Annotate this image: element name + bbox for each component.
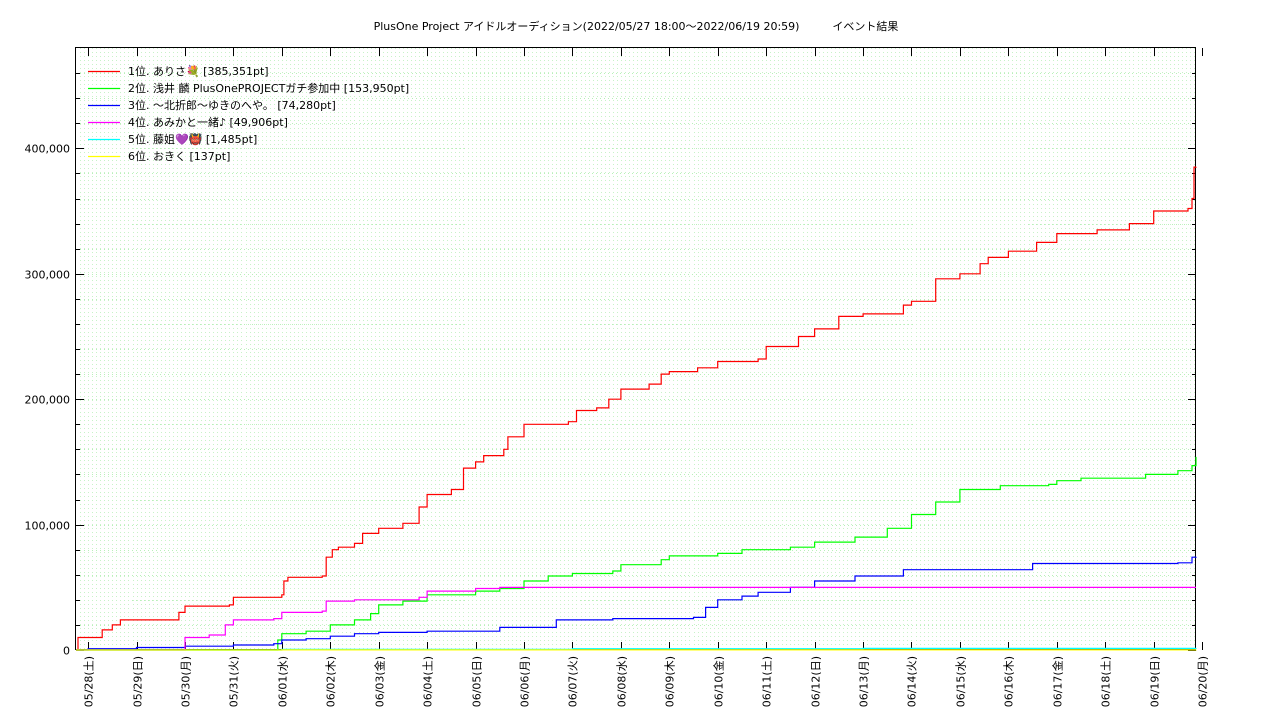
series-layer xyxy=(76,166,1197,651)
x-tick-label: 06/18(土) xyxy=(1100,656,1113,707)
series-line xyxy=(76,556,1197,651)
x-tick-label: 05/30(月) xyxy=(180,656,193,707)
series-line xyxy=(76,586,1196,651)
x-tick-label: 06/10(金) xyxy=(712,656,726,707)
x-tick-label: 06/04(土) xyxy=(422,656,435,707)
x-tick-label: 06/03(金) xyxy=(373,656,387,707)
y-tick-label: 0 xyxy=(63,645,70,658)
x-tick-label: 06/16(木) xyxy=(1003,656,1016,707)
legend-entry: 4位. あみかと一緒♪ [49,906pt] xyxy=(128,115,288,129)
y-tick-label: 300,000 xyxy=(25,269,71,282)
x-tick-label: 06/01(水) xyxy=(277,656,290,707)
legend-entry: 1位. ありさ💐 [385,351pt] xyxy=(128,64,269,78)
legend-entry: 6位. おきく [137pt] xyxy=(128,149,230,163)
x-tick-label: 06/14(火) xyxy=(906,656,919,707)
legend-entry: 3位. 〜北折郎〜ゆきのへや。 [74,280pt] xyxy=(128,98,336,112)
x-tick-label: 06/02(木) xyxy=(325,656,338,707)
y-tick-label: 100,000 xyxy=(25,520,71,533)
legend-entry: 2位. 浅井 麟 PlusOnePROJECTガチ参加中 [153,950pt] xyxy=(128,81,409,95)
x-tick-label: 05/29(日) xyxy=(132,656,145,707)
x-tick-label: 06/07(火) xyxy=(567,656,580,707)
x-tick-label: 06/08(水) xyxy=(616,656,629,707)
y-tick-label: 400,000 xyxy=(25,143,71,156)
x-tick-label: 06/19(日) xyxy=(1149,656,1162,707)
x-tick-label: 06/20(月) xyxy=(1197,656,1210,707)
chart-title: PlusOne Project アイドルオーディション(2022/05/27 1… xyxy=(374,19,899,33)
series-line xyxy=(76,166,1197,651)
legend-entry: 5位. 藤姐💜👹 [1,485pt] xyxy=(128,132,257,146)
x-tick-label: 06/12(日) xyxy=(810,656,823,707)
x-tick-label: 06/17(金) xyxy=(1051,656,1065,707)
legend: 1位. ありさ💐 [385,351pt] 2位. 浅井 麟 PlusOnePROJ… xyxy=(88,64,409,163)
x-tick-label: 05/28(土) xyxy=(83,656,96,707)
x-tick-label: 06/06(月) xyxy=(519,656,532,707)
grid-layer xyxy=(76,48,1196,650)
y-tick-label: 200,000 xyxy=(25,394,71,407)
tick-layer: 0 100,000 200,000 300,000 400,000 05/28(土) 05/… xyxy=(25,48,1210,707)
x-tick-label: 05/31(火) xyxy=(228,656,241,707)
x-tick-label: 06/15(水) xyxy=(955,656,968,707)
series-line xyxy=(76,456,1197,651)
x-tick-label: 06/11(土) xyxy=(761,656,774,707)
x-tick-label: 06/05(日) xyxy=(471,656,484,707)
x-tick-label: 06/13(月) xyxy=(858,656,871,707)
x-tick-label: 06/09(木) xyxy=(664,656,677,707)
